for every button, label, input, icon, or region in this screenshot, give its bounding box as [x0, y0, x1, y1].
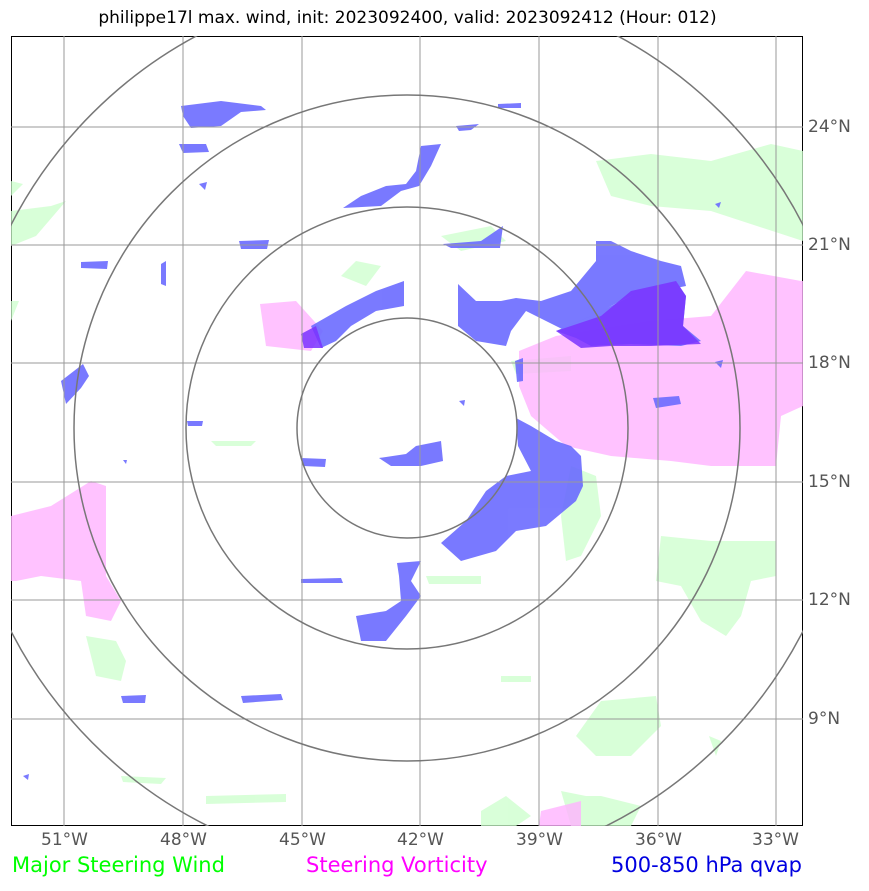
lat-tick-label: 24°N — [808, 117, 851, 137]
lat-tick-label: 18°N — [808, 353, 851, 373]
legend-steering-vorticity: Steering Vorticity — [306, 853, 488, 877]
map-title: philippe17l max. wind, init: 2023092400,… — [98, 8, 717, 28]
lon-tick-label: 45°W — [279, 830, 326, 850]
lat-tick-label: 21°N — [808, 235, 851, 255]
overlap-areas — [301, 281, 701, 348]
map-canvas — [11, 36, 803, 826]
lat-tick-label: 12°N — [808, 590, 851, 610]
lat-tick-label: 9°N — [808, 709, 841, 729]
lon-tick-label: 42°W — [397, 830, 444, 850]
range-rings — [11, 36, 803, 826]
lon-tick-label: 39°W — [516, 830, 563, 850]
lon-tick-label: 33°W — [752, 830, 799, 850]
lat-tick-label: 15°N — [808, 472, 851, 492]
legend-major-steering-wind: Major Steering Wind — [12, 853, 225, 877]
graticule — [11, 36, 803, 826]
steering-wind-areas — [11, 144, 803, 826]
lon-tick-label: 48°W — [160, 830, 207, 850]
steering-vorticity-areas — [11, 271, 803, 826]
lon-tick-label: 51°W — [41, 830, 88, 850]
legend-qvap: 500-850 hPa qvap — [611, 853, 802, 877]
lon-tick-label: 36°W — [635, 830, 682, 850]
